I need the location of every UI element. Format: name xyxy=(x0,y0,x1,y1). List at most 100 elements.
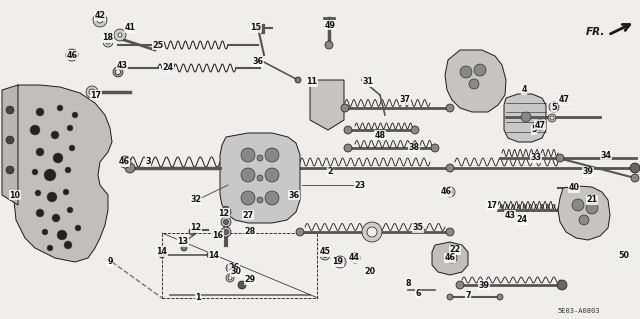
Circle shape xyxy=(30,125,40,135)
Text: 36: 36 xyxy=(289,190,300,199)
Circle shape xyxy=(64,241,72,249)
Text: 5: 5 xyxy=(531,125,537,135)
Circle shape xyxy=(337,259,343,265)
Circle shape xyxy=(6,166,14,174)
Circle shape xyxy=(89,89,95,95)
Circle shape xyxy=(35,190,41,196)
Text: 27: 27 xyxy=(243,211,253,219)
Circle shape xyxy=(450,256,454,260)
Circle shape xyxy=(456,281,464,289)
Circle shape xyxy=(350,253,360,263)
Circle shape xyxy=(70,53,74,57)
Circle shape xyxy=(535,120,545,130)
Text: 38: 38 xyxy=(408,144,420,152)
Text: 17: 17 xyxy=(90,91,102,100)
Text: 9: 9 xyxy=(108,257,113,266)
Circle shape xyxy=(51,131,59,139)
Circle shape xyxy=(446,164,454,172)
Circle shape xyxy=(241,191,255,205)
Text: 43: 43 xyxy=(504,211,515,219)
Text: 3: 3 xyxy=(145,158,151,167)
Circle shape xyxy=(257,197,263,203)
Circle shape xyxy=(295,77,301,83)
Text: 14: 14 xyxy=(209,250,220,259)
Circle shape xyxy=(125,163,135,173)
Circle shape xyxy=(226,274,234,282)
Circle shape xyxy=(362,222,382,242)
Text: 42: 42 xyxy=(95,11,106,20)
Circle shape xyxy=(320,250,330,260)
Text: 6: 6 xyxy=(415,288,420,298)
Text: 2: 2 xyxy=(327,167,333,176)
Circle shape xyxy=(53,153,63,163)
Text: 12: 12 xyxy=(218,209,230,218)
Text: 13: 13 xyxy=(177,238,189,247)
Circle shape xyxy=(113,67,123,77)
Text: 48: 48 xyxy=(374,130,385,139)
Circle shape xyxy=(344,144,352,152)
Text: 17: 17 xyxy=(486,201,497,210)
Circle shape xyxy=(447,294,453,300)
Circle shape xyxy=(114,29,126,41)
Circle shape xyxy=(265,168,279,182)
Polygon shape xyxy=(2,85,18,205)
Circle shape xyxy=(265,148,279,162)
Text: 40: 40 xyxy=(568,183,579,192)
Circle shape xyxy=(75,225,81,231)
Circle shape xyxy=(181,245,187,251)
Circle shape xyxy=(257,155,263,161)
Polygon shape xyxy=(504,94,546,142)
Circle shape xyxy=(586,202,598,214)
Circle shape xyxy=(36,148,44,156)
Circle shape xyxy=(549,102,559,112)
Text: 47: 47 xyxy=(559,95,570,105)
Circle shape xyxy=(411,126,419,134)
Text: 8: 8 xyxy=(405,278,411,287)
Text: 33: 33 xyxy=(531,153,541,162)
Circle shape xyxy=(241,168,255,182)
Polygon shape xyxy=(432,242,468,275)
Circle shape xyxy=(561,96,569,104)
Text: 28: 28 xyxy=(244,227,255,236)
Circle shape xyxy=(57,105,63,111)
Text: 21: 21 xyxy=(586,196,598,204)
Text: 49: 49 xyxy=(324,20,335,29)
Circle shape xyxy=(241,148,255,162)
Circle shape xyxy=(446,104,454,112)
Text: 7: 7 xyxy=(465,291,471,300)
Circle shape xyxy=(159,252,165,258)
Text: 22: 22 xyxy=(449,246,461,255)
Text: 30: 30 xyxy=(230,268,241,277)
Text: 23: 23 xyxy=(355,181,365,189)
Text: 31: 31 xyxy=(362,78,374,86)
Circle shape xyxy=(579,215,589,225)
Circle shape xyxy=(189,229,195,235)
Text: 47: 47 xyxy=(534,121,545,130)
Text: 24: 24 xyxy=(516,216,527,225)
Polygon shape xyxy=(558,186,610,240)
Text: 5E03-A0803: 5E03-A0803 xyxy=(557,308,600,314)
Text: FR.: FR. xyxy=(586,27,605,37)
Text: 5: 5 xyxy=(551,102,557,112)
Circle shape xyxy=(32,169,38,175)
Circle shape xyxy=(47,245,53,251)
Polygon shape xyxy=(14,85,112,262)
Circle shape xyxy=(469,79,479,89)
Text: 15: 15 xyxy=(250,24,262,33)
Circle shape xyxy=(630,163,640,173)
Circle shape xyxy=(552,105,557,109)
Circle shape xyxy=(445,187,455,197)
Text: 4: 4 xyxy=(521,85,527,94)
Circle shape xyxy=(86,86,98,98)
Text: 46: 46 xyxy=(440,188,451,197)
Circle shape xyxy=(497,294,503,300)
Circle shape xyxy=(367,227,377,237)
Circle shape xyxy=(72,112,78,118)
Circle shape xyxy=(221,227,231,237)
Circle shape xyxy=(223,219,228,225)
Text: 34: 34 xyxy=(600,151,611,160)
Text: 35: 35 xyxy=(413,224,424,233)
Circle shape xyxy=(66,49,78,61)
Text: 41: 41 xyxy=(125,24,136,33)
Circle shape xyxy=(97,17,103,23)
